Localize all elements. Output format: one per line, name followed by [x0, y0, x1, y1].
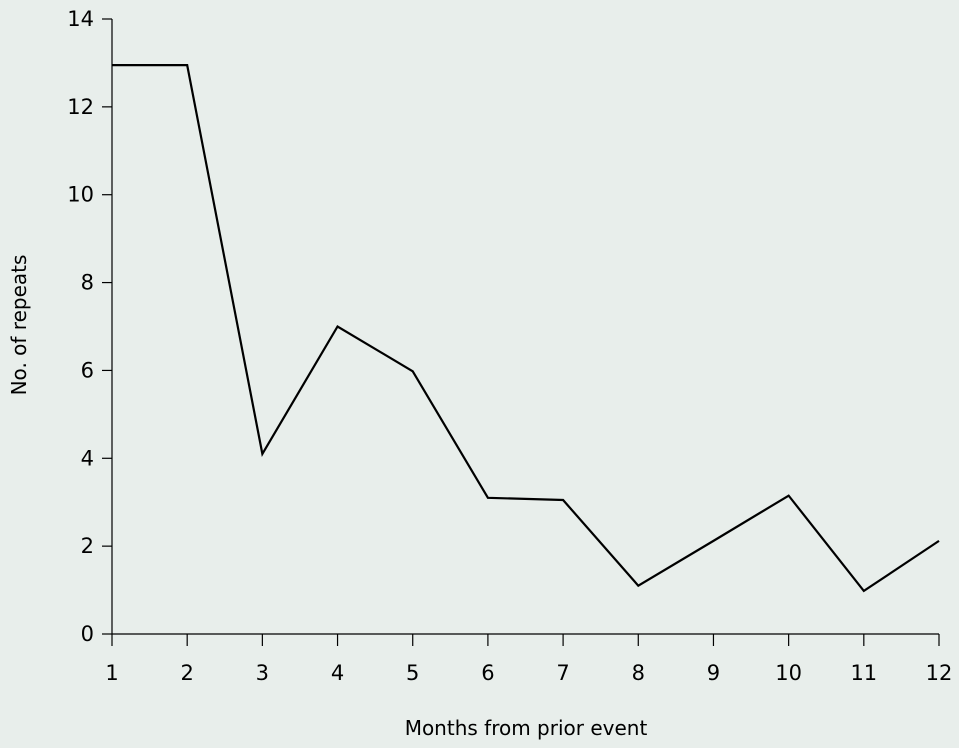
x-tick-label: 7	[556, 661, 569, 685]
x-tick-label: 3	[256, 661, 269, 685]
y-tick-label: 4	[81, 446, 94, 470]
x-tick-label: 6	[481, 661, 494, 685]
y-tick-label: 12	[67, 95, 94, 119]
series-group	[112, 64, 940, 593]
x-axis-title: Months from prior event	[405, 716, 648, 740]
y-tick-label: 10	[67, 183, 94, 207]
y-tick-label: 0	[81, 622, 94, 646]
x-tick-label: 11	[850, 661, 877, 685]
x-tick-label: 12	[926, 661, 953, 685]
x-tick-label: 5	[406, 661, 419, 685]
y-tick-label: 6	[81, 358, 94, 382]
y-tick-label: 8	[81, 271, 94, 295]
x-tick-label: 8	[632, 661, 645, 685]
series-line	[112, 64, 940, 593]
x-tick-label: 2	[180, 661, 193, 685]
x-axis: 1 2 3 4 5 6 7 8 9 10 11 12	[105, 633, 953, 685]
x-tick-label: 4	[331, 661, 344, 685]
y-tick-label: 2	[81, 534, 94, 558]
y-axis: 0 2 4 6 8 10 12 14	[67, 7, 113, 646]
y-tick-label: 14	[67, 7, 94, 31]
x-tick-label: 9	[707, 661, 720, 685]
x-tick-label: 1	[105, 661, 118, 685]
x-tick-label: 10	[775, 661, 802, 685]
y-axis-title: No. of repeats	[7, 255, 31, 396]
